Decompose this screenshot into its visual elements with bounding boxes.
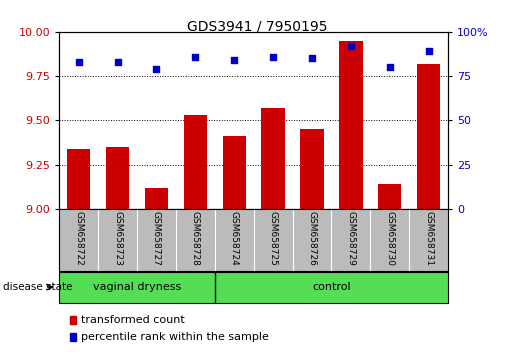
Text: vaginal dryness: vaginal dryness [93,282,181,292]
Bar [378,184,401,209]
Bar [222,136,246,209]
Text: GSM658723: GSM658723 [113,211,122,266]
Bar [106,147,129,209]
Text: GSM658726: GSM658726 [307,211,316,266]
Bar [339,41,363,209]
Bar [300,129,323,209]
Text: GSM658722: GSM658722 [74,211,83,266]
Text: transformed count: transformed count [81,315,185,325]
Text: GSM658725: GSM658725 [269,211,278,266]
Point [269,54,277,59]
Text: GDS3941 / 7950195: GDS3941 / 7950195 [187,19,328,34]
Bar [67,149,90,209]
Point [386,64,394,70]
Point [308,56,316,61]
Text: GSM658728: GSM658728 [191,211,200,266]
Text: GSM658724: GSM658724 [230,211,238,266]
Point [191,54,199,59]
Point [424,48,433,54]
Text: GSM658727: GSM658727 [152,211,161,266]
Point [230,57,238,63]
Point [113,59,122,65]
Point [347,43,355,49]
Text: percentile rank within the sample: percentile rank within the sample [81,332,269,342]
Text: control: control [312,282,351,292]
Text: GSM658730: GSM658730 [385,211,394,266]
Bar [145,188,168,209]
Text: GSM658729: GSM658729 [347,211,355,266]
Bar [417,64,440,209]
Text: disease state: disease state [3,282,72,292]
Text: GSM658731: GSM658731 [424,211,433,266]
Point [152,66,161,72]
Point [75,59,83,65]
Bar [262,108,285,209]
Bar [184,115,207,209]
